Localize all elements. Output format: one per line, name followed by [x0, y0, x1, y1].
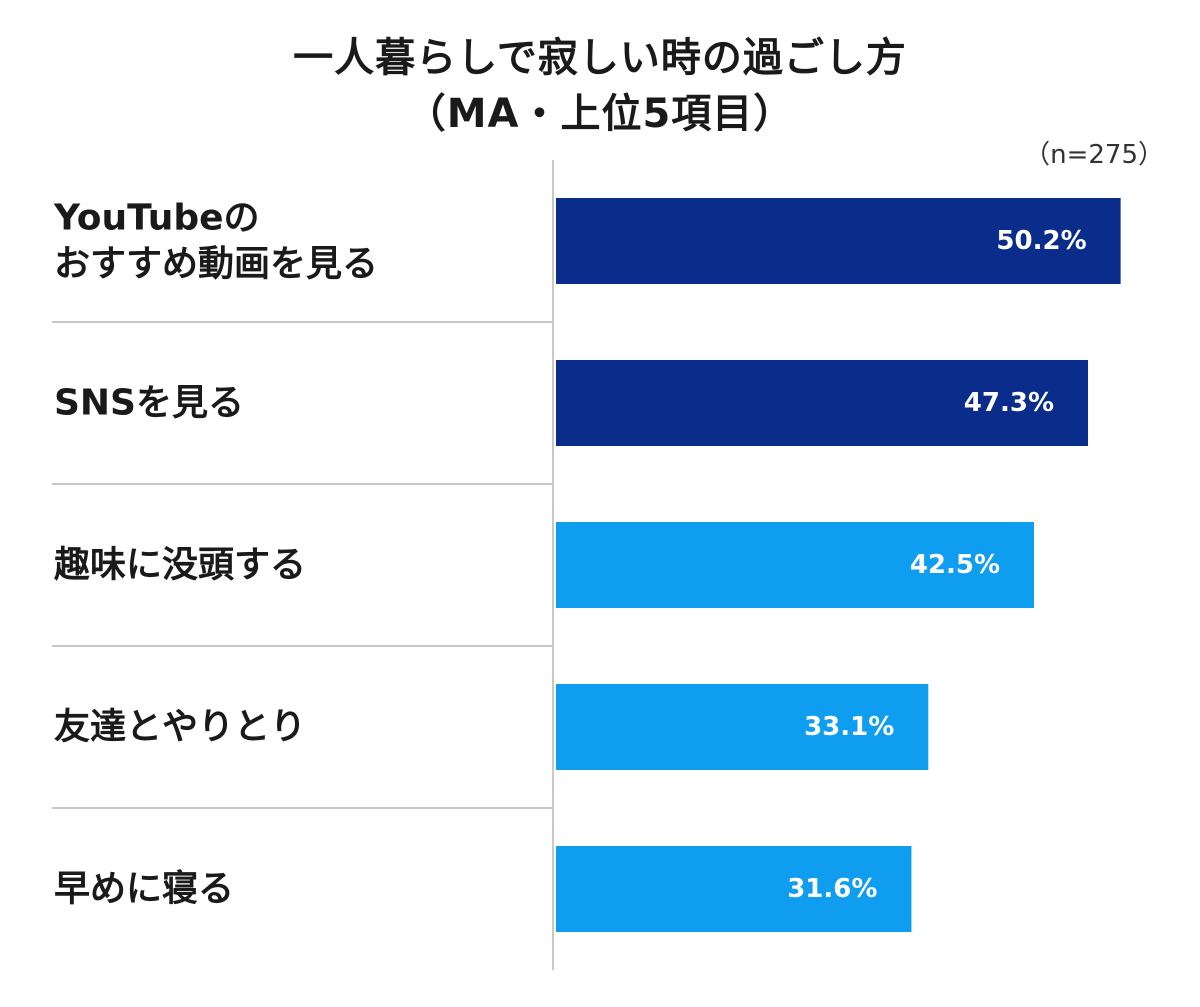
category-label-4: 友達とやりとり: [54, 707, 306, 748]
category-label-5: 早めに寝る: [54, 868, 234, 910]
bar-4: [556, 684, 929, 770]
bar-2: [556, 360, 1089, 446]
bar-3: [556, 522, 1035, 608]
value-label-4: 33.1%: [804, 712, 894, 742]
chart-title-line-1: 一人暮らしで寂しい時の過ごし方: [293, 35, 907, 81]
sample-size-note: （n=275）: [1024, 140, 1164, 170]
category-label-3: 趣味に没頭する: [54, 545, 306, 586]
bar-1: [556, 198, 1121, 284]
value-label-1: 50.2%: [996, 226, 1086, 256]
value-label-2: 47.3%: [964, 388, 1054, 418]
chart-title-line-2: （MA・上位5項目）: [405, 91, 795, 137]
bar-5: [556, 846, 912, 932]
category-label-1-line-2: おすすめ動画を見る: [54, 244, 378, 285]
category-label-1-line-1: YouTubeの: [53, 198, 260, 239]
category-label-2: SNSを見る: [54, 383, 244, 424]
value-label-3: 42.5%: [910, 550, 1000, 580]
value-label-5: 31.6%: [787, 874, 877, 904]
